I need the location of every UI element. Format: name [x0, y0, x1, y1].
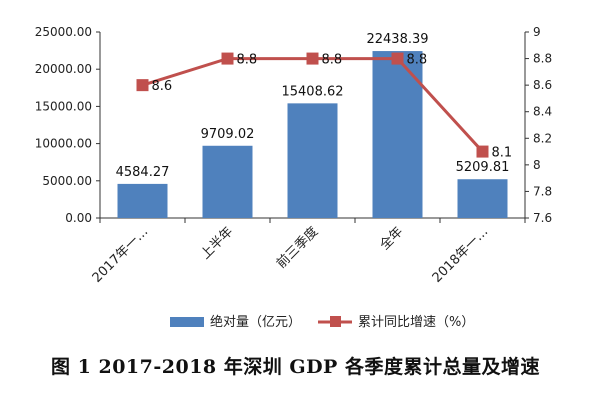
growth-value-label: 8.8: [407, 53, 428, 68]
growth-marker: [306, 52, 319, 65]
y-left-tick-label: 15000.00: [35, 99, 92, 113]
legend-swatch-bars: [170, 317, 204, 327]
growth-value-label: 8.8: [237, 53, 258, 68]
y-right-tick-label: 9: [533, 25, 541, 39]
y-left-tick-label: 5000.00: [42, 174, 92, 188]
x-category-label: 前三季度: [273, 224, 321, 272]
y-right-tick-label: 7.8: [533, 184, 552, 198]
combo-chart: 0.00 5000.00 10000.00 15000.00 20000.00 25000…: [35, 25, 552, 330]
x-category-label: 2017年一…: [90, 224, 152, 286]
x-category-label: 2018年一…: [430, 224, 492, 286]
y-right-tick-label: 8.8: [533, 52, 552, 66]
growth-marker: [136, 79, 149, 92]
growth-value-label: 8.1: [492, 146, 513, 161]
legend-label-line: 累计同比增速（%）: [358, 315, 474, 330]
legend-label-bars: 绝对量（亿元）: [210, 314, 301, 330]
bar: [457, 179, 508, 218]
bar-value-label: 9709.02: [201, 127, 255, 142]
growth-marker: [221, 52, 234, 65]
x-category-label: 上半年: [198, 224, 236, 262]
bar-value-label: 22438.39: [366, 32, 428, 47]
bar: [287, 103, 338, 218]
figure-caption: 图 1 2017-2018 年深圳 GDP 各季度累计总量及增速: [51, 356, 540, 378]
growth-value-label: 8.8: [322, 53, 343, 68]
bar-value-label: 5209.81: [456, 160, 510, 175]
bar: [202, 145, 253, 218]
y-right-tick-label: 7.6: [533, 211, 552, 225]
y-left-tick-label: 25000.00: [35, 25, 92, 39]
y-left-tick-label: 0.00: [65, 211, 92, 225]
y-left-tick-label: 20000.00: [35, 62, 92, 76]
bar-value-label: 15408.62: [281, 84, 343, 99]
bar: [117, 183, 168, 218]
growth-marker: [476, 145, 489, 158]
y-right-tick-label: 8.4: [533, 105, 552, 119]
y-right-tick-label: 8: [533, 158, 541, 172]
y-right-tick-label: 8.2: [533, 131, 552, 145]
y-right-tick-label: 8.6: [533, 78, 552, 92]
bar-value-label: 4584.27: [116, 165, 170, 180]
y-left-tick-label: 10000.00: [35, 137, 92, 151]
growth-value-label: 8.6: [152, 79, 173, 94]
x-category-label: 全年: [377, 224, 407, 254]
growth-marker: [391, 52, 404, 65]
legend-swatch-marker: [330, 316, 341, 327]
